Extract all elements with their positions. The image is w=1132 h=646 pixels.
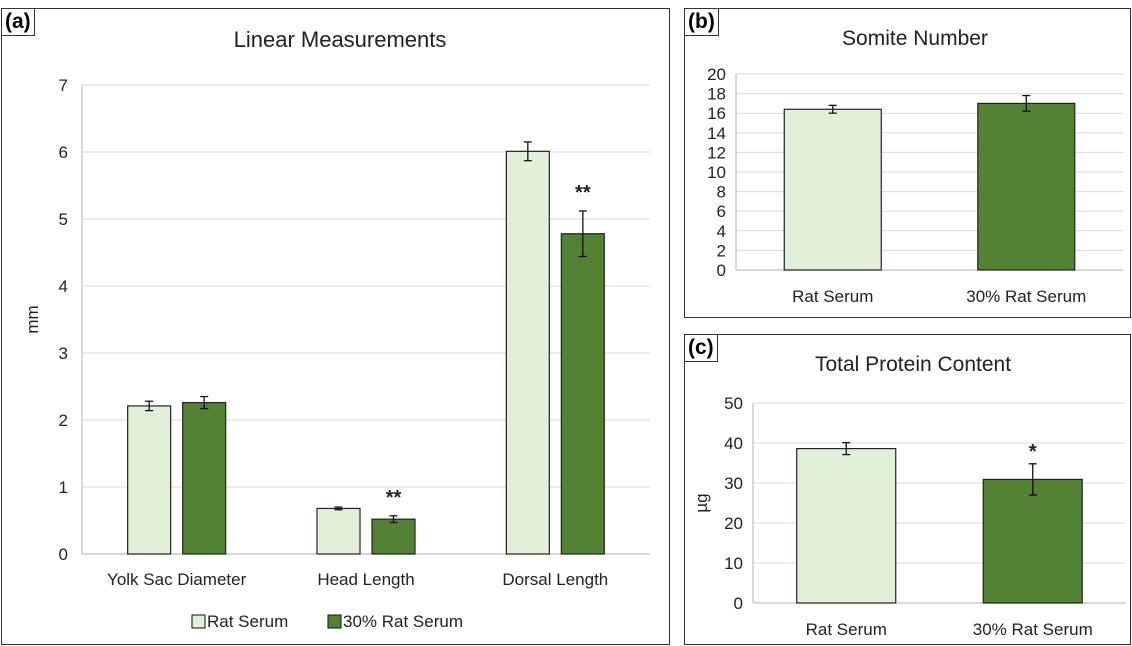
y-tick-label: 50 xyxy=(724,394,743,413)
y-tick-label: 5 xyxy=(59,210,68,229)
legend-label: Rat Serum xyxy=(207,612,288,631)
y-tick-label: 2 xyxy=(59,411,68,430)
y-axis-label: µg xyxy=(692,493,711,512)
significance-marker: * xyxy=(1029,441,1037,463)
bar xyxy=(182,401,227,555)
bar xyxy=(977,102,1076,271)
bar xyxy=(371,518,416,555)
y-tick-label: 20 xyxy=(707,65,726,84)
x-tick-label: 30% Rat Serum xyxy=(973,620,1093,639)
y-tick-label: 10 xyxy=(707,163,726,182)
y-tick-label: 7 xyxy=(59,76,68,95)
chart-title: Linear Measurements xyxy=(234,27,447,52)
bar xyxy=(796,447,897,604)
y-tick-label: 10 xyxy=(724,554,743,573)
chart-panel-b: Somite Number 0 2 4 6 8 10 12 14 16 18 20 Rat Serum 3… xyxy=(684,8,1131,318)
chart-title: Total Protein Content xyxy=(815,353,1011,376)
legend-swatch xyxy=(327,614,342,629)
y-tick-label: 6 xyxy=(59,143,68,162)
linear-measurements-chart: Linear Measurements mm 0 1 2 3 4 5 6 7 Yolk Sac Di… xyxy=(23,27,650,631)
y-tick-label: 12 xyxy=(707,143,726,162)
bar xyxy=(127,405,172,555)
bar xyxy=(316,507,361,555)
panel-label-c: (c) xyxy=(684,334,718,362)
x-tick-label: Rat Serum xyxy=(806,620,887,639)
y-tick-label: 8 xyxy=(717,183,726,202)
chart-panel-c: Total Protein Content µg 0 10 20 30 40 50 Rat Se… xyxy=(684,334,1131,645)
bar xyxy=(505,150,550,555)
y-tick-label: 0 xyxy=(717,261,726,280)
y-tick-label: 4 xyxy=(59,277,68,296)
y-tick-label: 4 xyxy=(717,222,726,241)
y-tick-label: 2 xyxy=(717,241,726,260)
legend-swatch xyxy=(191,614,206,629)
y-tick-label: 16 xyxy=(707,104,726,123)
x-tick-label: Rat Serum xyxy=(792,287,873,306)
bar xyxy=(560,233,605,555)
y-tick-label: 30 xyxy=(724,474,743,493)
y-axis-label: mm xyxy=(23,305,42,333)
y-tick-label: 0 xyxy=(734,594,743,613)
y-tick-label: 1 xyxy=(59,478,68,497)
significance-marker: ** xyxy=(575,182,591,204)
y-tick-label: 14 xyxy=(707,124,726,143)
chart-title: Somite Number xyxy=(842,27,988,50)
y-tick-label: 18 xyxy=(707,85,726,104)
x-tick-label: Dorsal Length xyxy=(502,570,608,589)
chart-panel-a: Linear Measurements mm 0 1 2 3 4 5 6 7 Yolk Sac Di… xyxy=(1,8,670,645)
y-tick-label: 40 xyxy=(724,434,743,453)
x-tick-label: Yolk Sac Diameter xyxy=(107,570,247,589)
x-tick-label: 30% Rat Serum xyxy=(966,287,1086,306)
significance-marker: ** xyxy=(386,487,402,509)
y-tick-label: 6 xyxy=(717,202,726,221)
y-tick-label: 0 xyxy=(59,545,68,564)
panel-label-a: (a) xyxy=(1,8,35,36)
x-tick-label: Head Length xyxy=(317,570,414,589)
bar xyxy=(783,108,882,271)
total-protein-chart: Total Protein Content µg 0 10 20 30 40 50 Rat Se… xyxy=(692,353,1126,639)
panel-label-b: (b) xyxy=(684,8,719,36)
y-tick-label: 20 xyxy=(724,514,743,533)
bar xyxy=(982,478,1083,604)
legend-label: 30% Rat Serum xyxy=(343,612,463,631)
y-tick-label: 3 xyxy=(59,344,68,363)
